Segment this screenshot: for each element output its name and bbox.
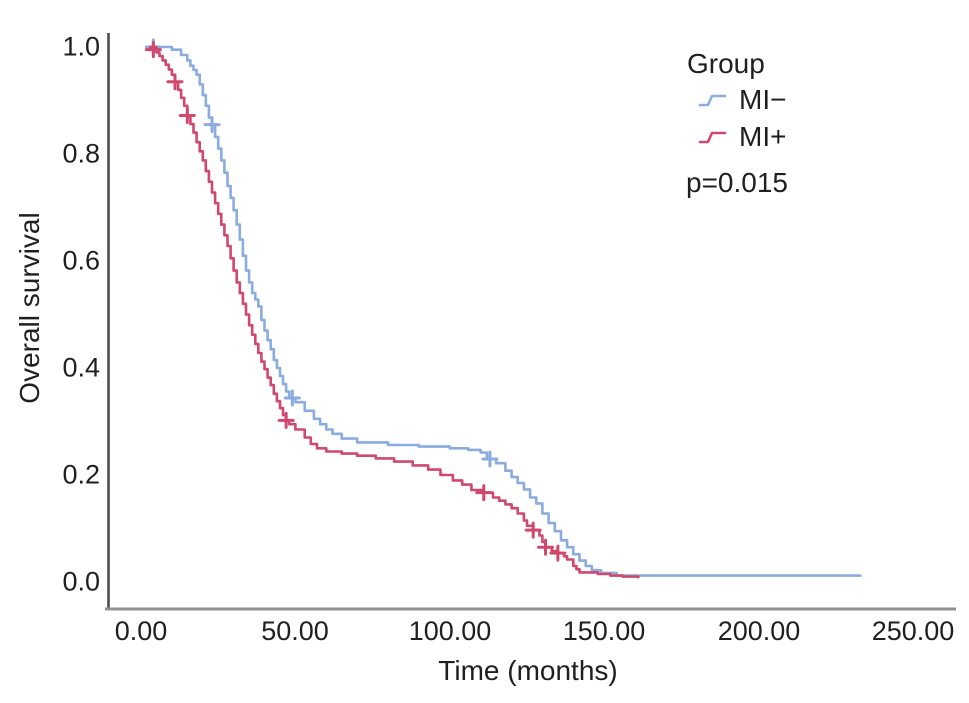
censor-mark-mi-minus [203,116,221,134]
step-line-icon [698,131,727,144]
x-tick-label: 200.00 [717,616,801,646]
censor-mark-mi-plus [178,106,196,124]
p-value-annotation: p=0.015 [686,167,788,198]
x-tick-label: 100.00 [408,616,492,646]
censor-mark-mi-plus [144,41,162,59]
legend-item-mi-minus: MI− [698,86,786,114]
legend-label-mi-plus: MI+ [739,121,787,152]
censor-mark-mi-plus [277,411,295,429]
step-line-icon [698,94,727,107]
legend-title: Group [687,48,765,79]
legend-item-mi-plus: MI+ [698,123,786,151]
censor-mark-mi-plus [524,521,542,539]
y-tick-label: 1.0 [62,31,100,62]
x-axis-title: Time (months) [438,655,618,686]
x-tick-label: 0.00 [114,616,168,646]
y-tick-label: 0.6 [62,245,100,276]
x-tick-label: 50.00 [261,616,329,646]
censor-mark-mi-plus [166,73,184,91]
y-tick-label: 0.0 [62,566,100,597]
y-tick-label: 0.4 [62,352,100,383]
legend-label-mi-minus: MI− [739,84,787,115]
x-tick-label: 150.00 [562,616,646,646]
y-tick-label: 0.8 [62,138,100,169]
x-tick-label: 250.00 [871,616,955,646]
censor-mark-mi-plus [475,484,493,502]
y-axis-title: Overall survival [14,212,45,404]
y-tick-label: 0.2 [62,459,100,490]
censor-mark-mi-plus [537,538,555,556]
censor-mark-mi-plus [549,544,567,562]
censor-mark-mi-minus [481,450,499,468]
km-curve-mi-plus [149,45,640,579]
censor-mark-mi-minus [283,389,301,407]
